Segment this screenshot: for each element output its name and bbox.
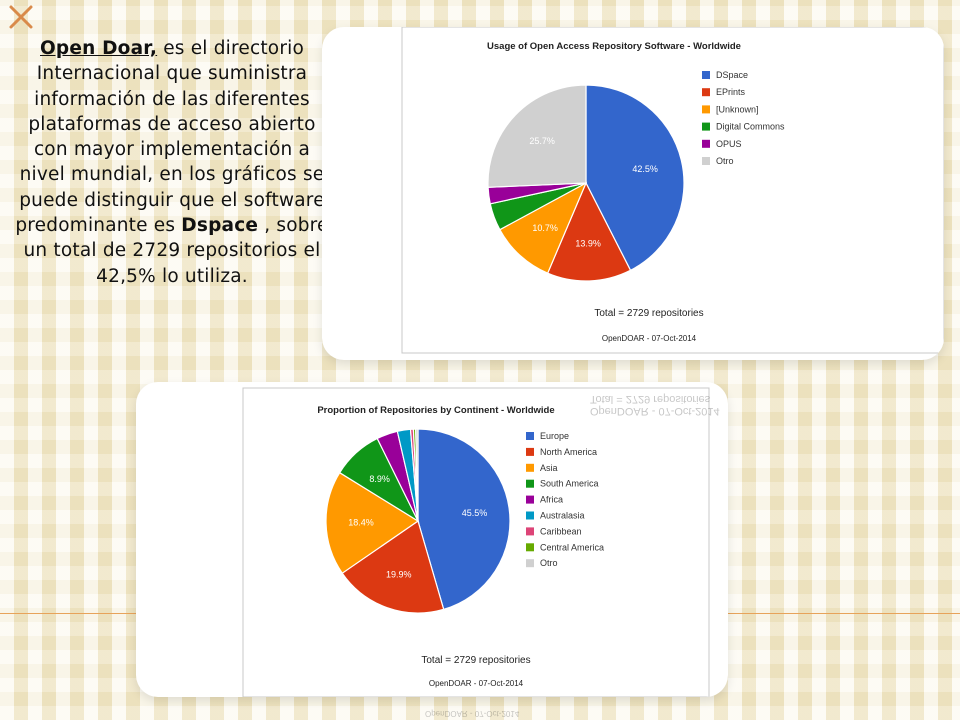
data-label: 18.4% <box>348 517 374 527</box>
pie-slice <box>487 84 587 188</box>
legend-swatch <box>526 432 534 440</box>
intro-text-1: es el directorio Internacional que sumin… <box>15 38 325 237</box>
data-label: 10.7% <box>532 223 558 233</box>
reflection-source-2: OpenDOAR - 07-Oct-2014 <box>425 709 520 718</box>
legend-label: DSpace <box>716 70 748 80</box>
reflection-total: Total = 2729 repositories <box>590 393 711 405</box>
data-label: 42.5% <box>632 164 658 174</box>
chart-title: Proportion of Repositories by Continent … <box>317 405 554 416</box>
legend-swatch <box>526 511 534 520</box>
software-pie-chart: Usage of Open Access Repository Software… <box>401 27 944 354</box>
intro-text-2: , sobre un total de 2729 repositorios el… <box>23 215 329 287</box>
data-label: 19.9% <box>386 570 412 580</box>
data-label: 45.5% <box>462 508 488 518</box>
pie-slice <box>415 428 419 522</box>
legend-swatch <box>526 495 534 504</box>
chart-card-software: Usage of Open Access Repository Software… <box>322 27 944 360</box>
legend-label: Asia <box>540 463 558 473</box>
legend-label: Digital Commons <box>716 122 785 132</box>
pie-slice <box>341 520 445 614</box>
legend-swatch <box>702 88 710 97</box>
legend-swatch <box>526 543 534 552</box>
legend-label: Europe <box>540 431 569 441</box>
legend-swatch <box>526 479 534 488</box>
pie-slice <box>585 84 685 272</box>
legend-swatch <box>526 527 534 536</box>
legend-label: Caribbean <box>540 526 582 536</box>
legend-label: Otro <box>540 558 558 568</box>
data-label: 25.7% <box>529 136 555 146</box>
legend-swatch <box>702 157 710 165</box>
legend-label: Africa <box>540 495 563 505</box>
source-label: OpenDOAR - 07-Oct-2014 <box>429 679 524 688</box>
intro-lead: Open Doar, <box>40 38 158 59</box>
chart-card-continent: Proportion of Repositories by Continent … <box>136 382 728 697</box>
pie-slice <box>417 428 511 611</box>
data-label: 8.9% <box>369 474 390 484</box>
legend-label: EPrints <box>716 87 746 97</box>
legend-swatch <box>526 447 534 456</box>
legend-label: Otro <box>716 156 734 166</box>
legend-label: Australasia <box>540 511 585 521</box>
legend-label: Central America <box>540 542 604 552</box>
chart-reflection-2: OpenDOAR - 07-Oct-2014 <box>425 698 565 718</box>
legend-label: [Unknown] <box>716 104 759 114</box>
continent-pie-chart: Proportion of Repositories by Continent … <box>242 387 710 697</box>
reflection-source: OpenDOAR - 07-Oct-2014 <box>590 405 720 417</box>
intro-highlight: Dspace <box>181 215 259 237</box>
legend-label: OPUS <box>716 139 742 149</box>
legend-swatch <box>526 463 534 472</box>
legend-label: South America <box>540 479 599 489</box>
total-label: Total = 2729 repositories <box>594 308 703 319</box>
legend-label: North America <box>540 447 597 457</box>
legend-swatch <box>702 139 710 148</box>
chart-reflection: OpenDOAR - 07-Oct-2014 Total = 2729 repo… <box>590 372 740 417</box>
data-label: 13.9% <box>575 239 601 249</box>
total-label: Total = 2729 repositories <box>421 655 530 666</box>
pie-slice <box>325 471 420 575</box>
intro-paragraph: Open Doar, es el directorio Internaciona… <box>14 36 330 289</box>
legend-swatch <box>702 122 710 131</box>
x-ornament-icon <box>9 5 33 29</box>
source-label: OpenDOAR - 07-Oct-2014 <box>602 334 697 343</box>
legend-swatch <box>702 71 710 79</box>
legend-swatch <box>702 105 710 114</box>
pie-slice <box>546 181 632 282</box>
chart-title: Usage of Open Access Repository Software… <box>487 41 741 52</box>
legend-swatch <box>526 559 534 568</box>
